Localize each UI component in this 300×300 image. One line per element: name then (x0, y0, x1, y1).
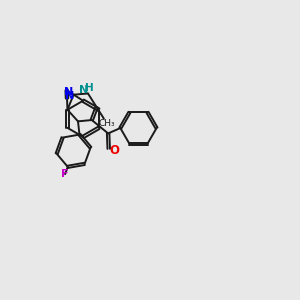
Text: N: N (65, 91, 74, 101)
Text: CH₃: CH₃ (98, 118, 115, 127)
Text: O: O (109, 144, 119, 157)
Text: F: F (61, 169, 69, 179)
Text: H: H (85, 83, 94, 93)
Text: N: N (64, 87, 73, 97)
Text: N: N (80, 85, 89, 94)
